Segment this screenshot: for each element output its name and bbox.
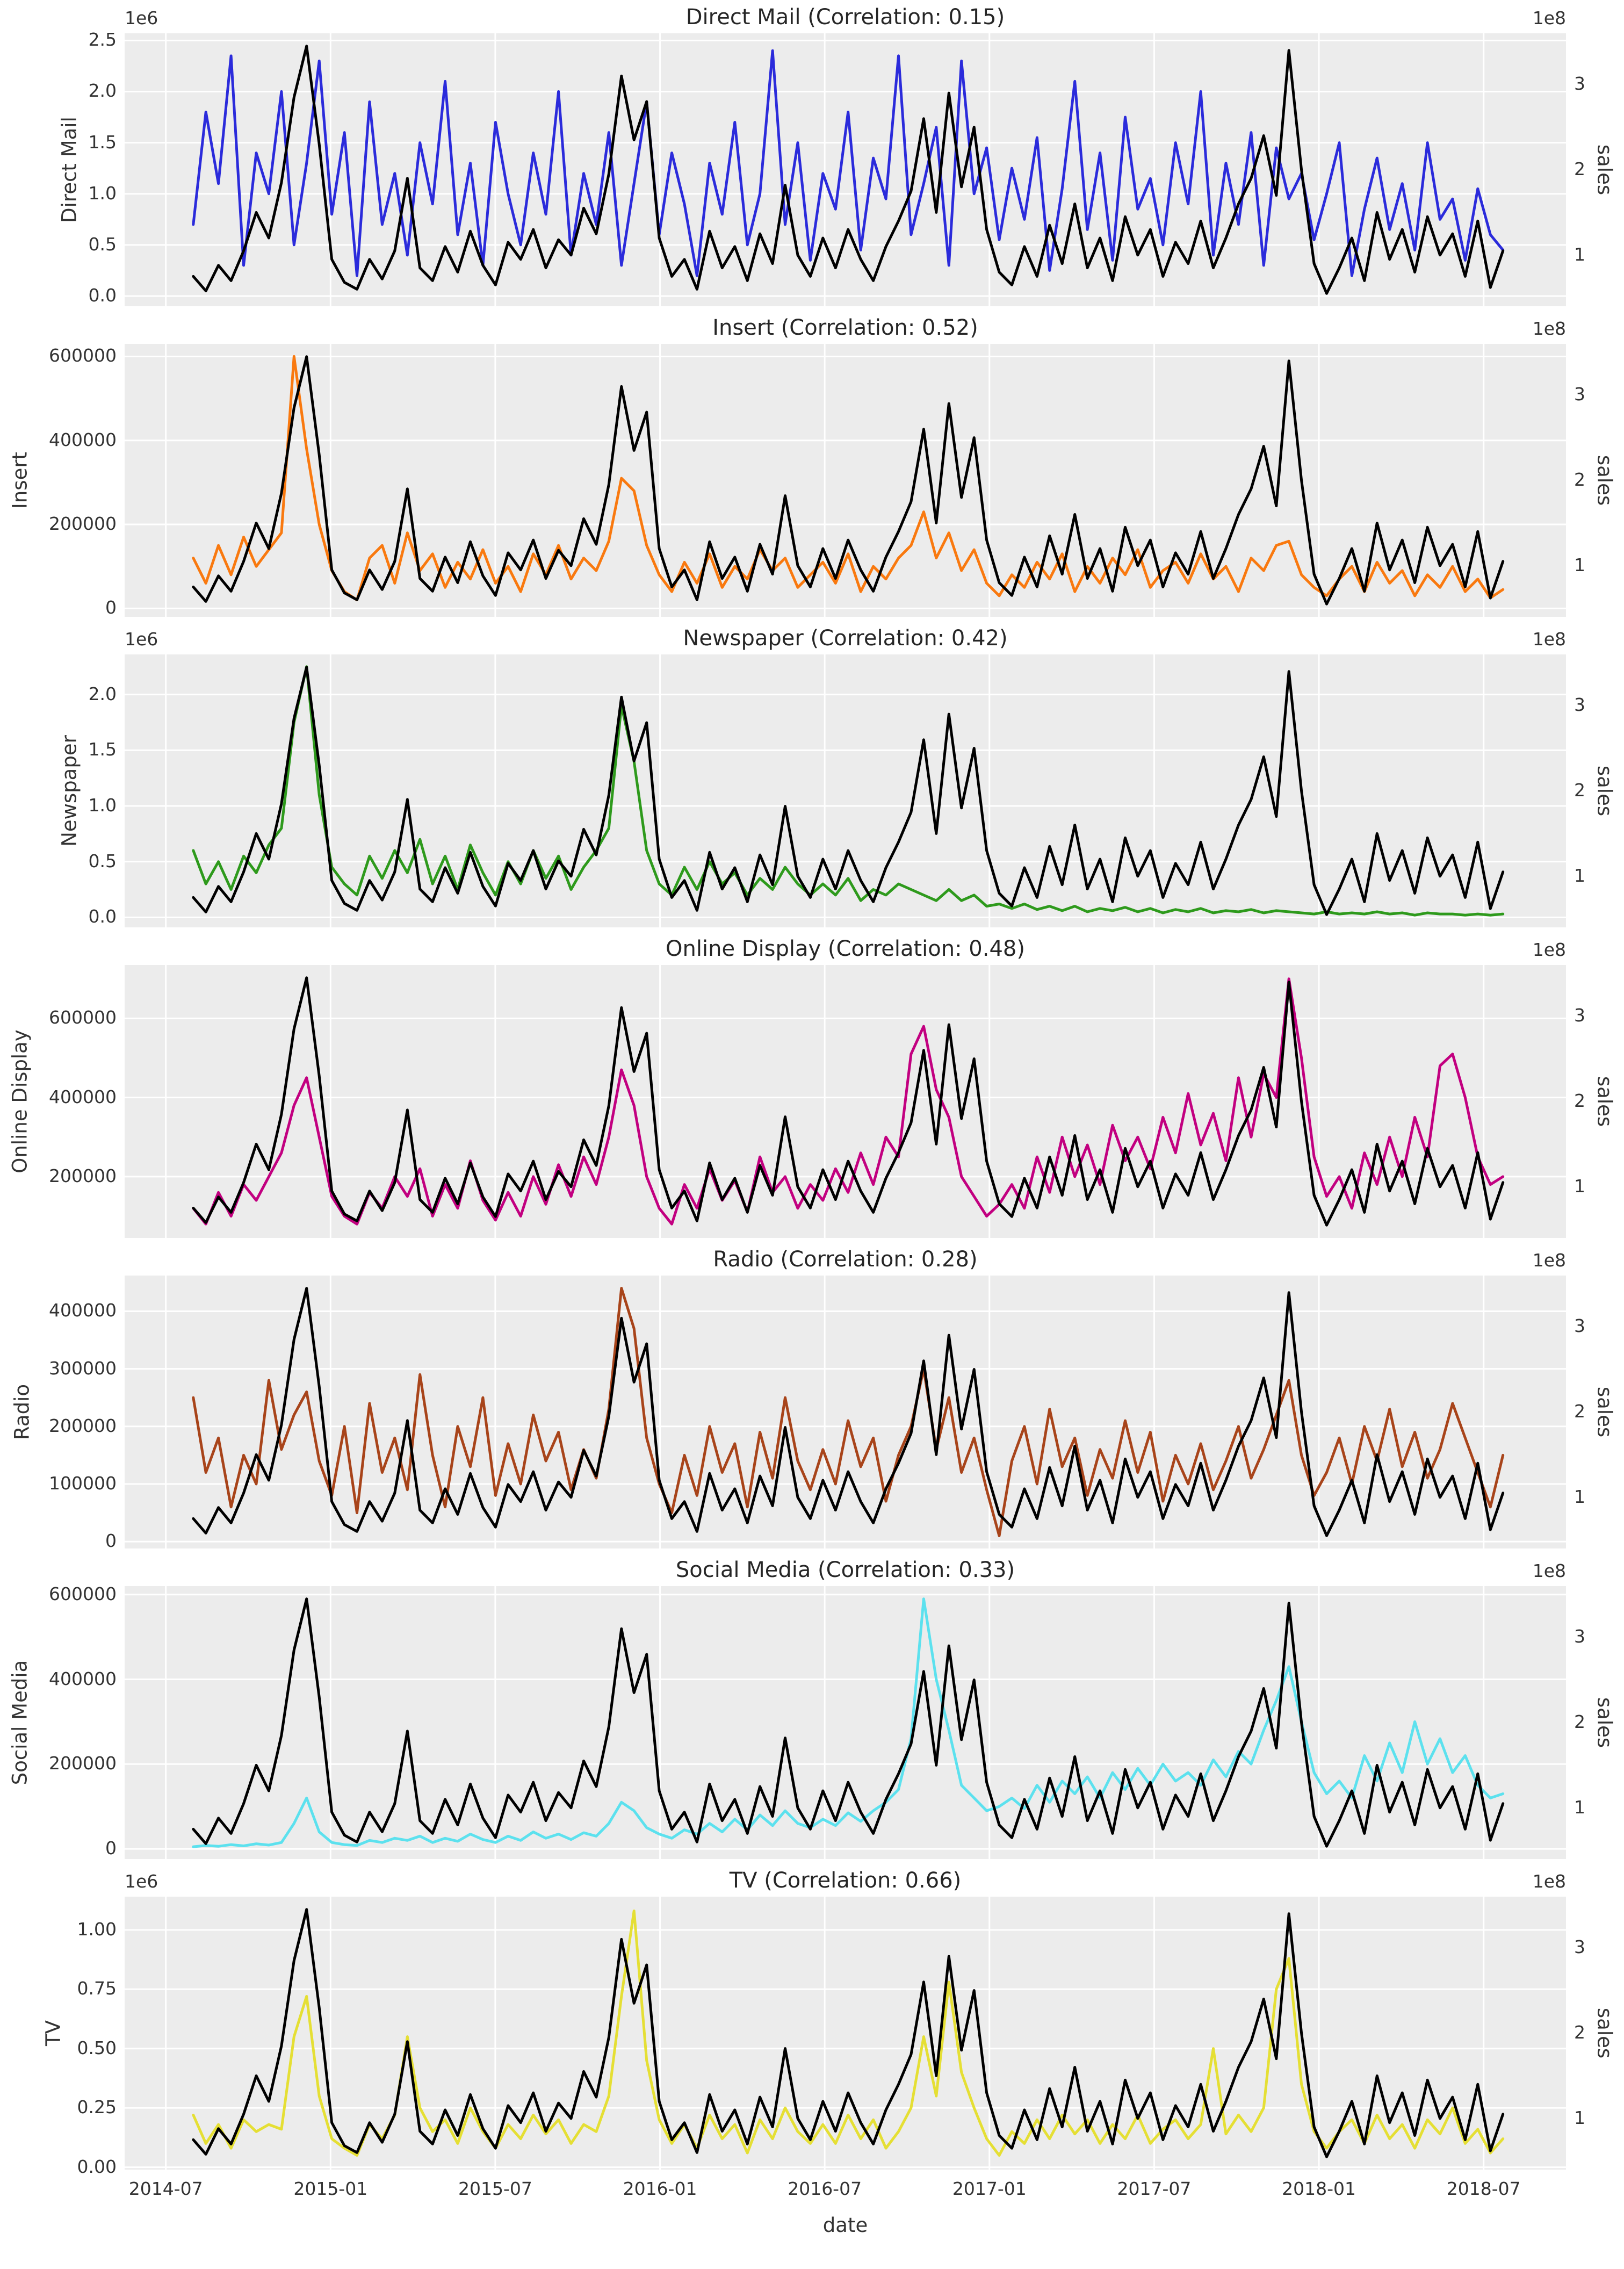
plot-area-radio: [125, 1276, 1566, 1548]
sales-line: [192, 1597, 1505, 1848]
insert-line: [192, 355, 1505, 602]
plot-area-newspaper: [125, 654, 1566, 927]
plot-area-online-display: [125, 965, 1566, 1238]
newspaper-line: [192, 665, 1505, 917]
sales-line: [192, 1908, 1505, 2158]
sales-line: [192, 976, 1505, 1227]
plot-area-insert: [125, 344, 1566, 617]
sales-line: [192, 355, 1505, 606]
plot-area-tv: [125, 1897, 1566, 2170]
social-media-line: [192, 1597, 1505, 1848]
sales-line: [192, 666, 1505, 916]
sales-line: [192, 1287, 1505, 1537]
sales-line: [192, 45, 1505, 295]
plot-area-social-media: [125, 1586, 1566, 1859]
